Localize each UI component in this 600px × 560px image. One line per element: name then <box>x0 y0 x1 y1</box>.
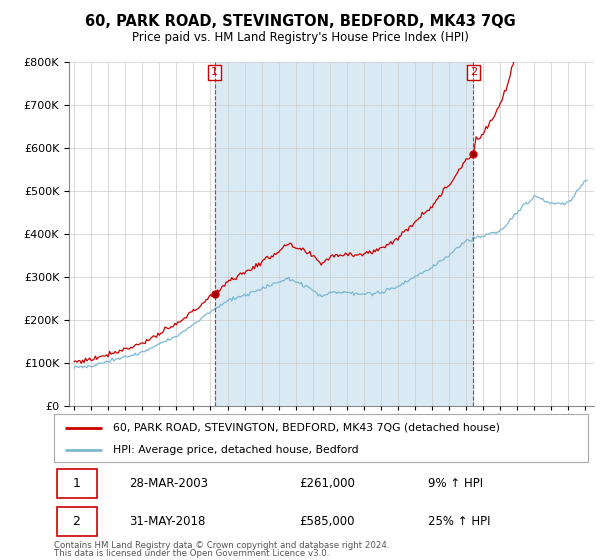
Text: HPI: Average price, detached house, Bedford: HPI: Average price, detached house, Bedf… <box>113 445 358 455</box>
Text: 1: 1 <box>73 477 80 491</box>
Text: 31-MAY-2018: 31-MAY-2018 <box>129 515 205 528</box>
Text: 28-MAR-2003: 28-MAR-2003 <box>129 477 208 491</box>
Text: Price paid vs. HM Land Registry's House Price Index (HPI): Price paid vs. HM Land Registry's House … <box>131 31 469 44</box>
Text: Contains HM Land Registry data © Crown copyright and database right 2024.: Contains HM Land Registry data © Crown c… <box>54 541 389 550</box>
Text: 9% ↑ HPI: 9% ↑ HPI <box>428 477 483 491</box>
Text: £585,000: £585,000 <box>299 515 355 528</box>
Text: 2: 2 <box>73 515 80 528</box>
Text: £261,000: £261,000 <box>299 477 356 491</box>
Text: This data is licensed under the Open Government Licence v3.0.: This data is licensed under the Open Gov… <box>54 549 329 558</box>
FancyBboxPatch shape <box>56 507 97 536</box>
Bar <box>215 62 473 406</box>
FancyBboxPatch shape <box>56 469 97 498</box>
Text: 25% ↑ HPI: 25% ↑ HPI <box>428 515 490 528</box>
Text: 1: 1 <box>211 67 218 77</box>
Text: 2: 2 <box>470 67 477 77</box>
Text: 60, PARK ROAD, STEVINGTON, BEDFORD, MK43 7QG: 60, PARK ROAD, STEVINGTON, BEDFORD, MK43… <box>85 14 515 29</box>
Text: 60, PARK ROAD, STEVINGTON, BEDFORD, MK43 7QG (detached house): 60, PARK ROAD, STEVINGTON, BEDFORD, MK43… <box>113 423 500 433</box>
